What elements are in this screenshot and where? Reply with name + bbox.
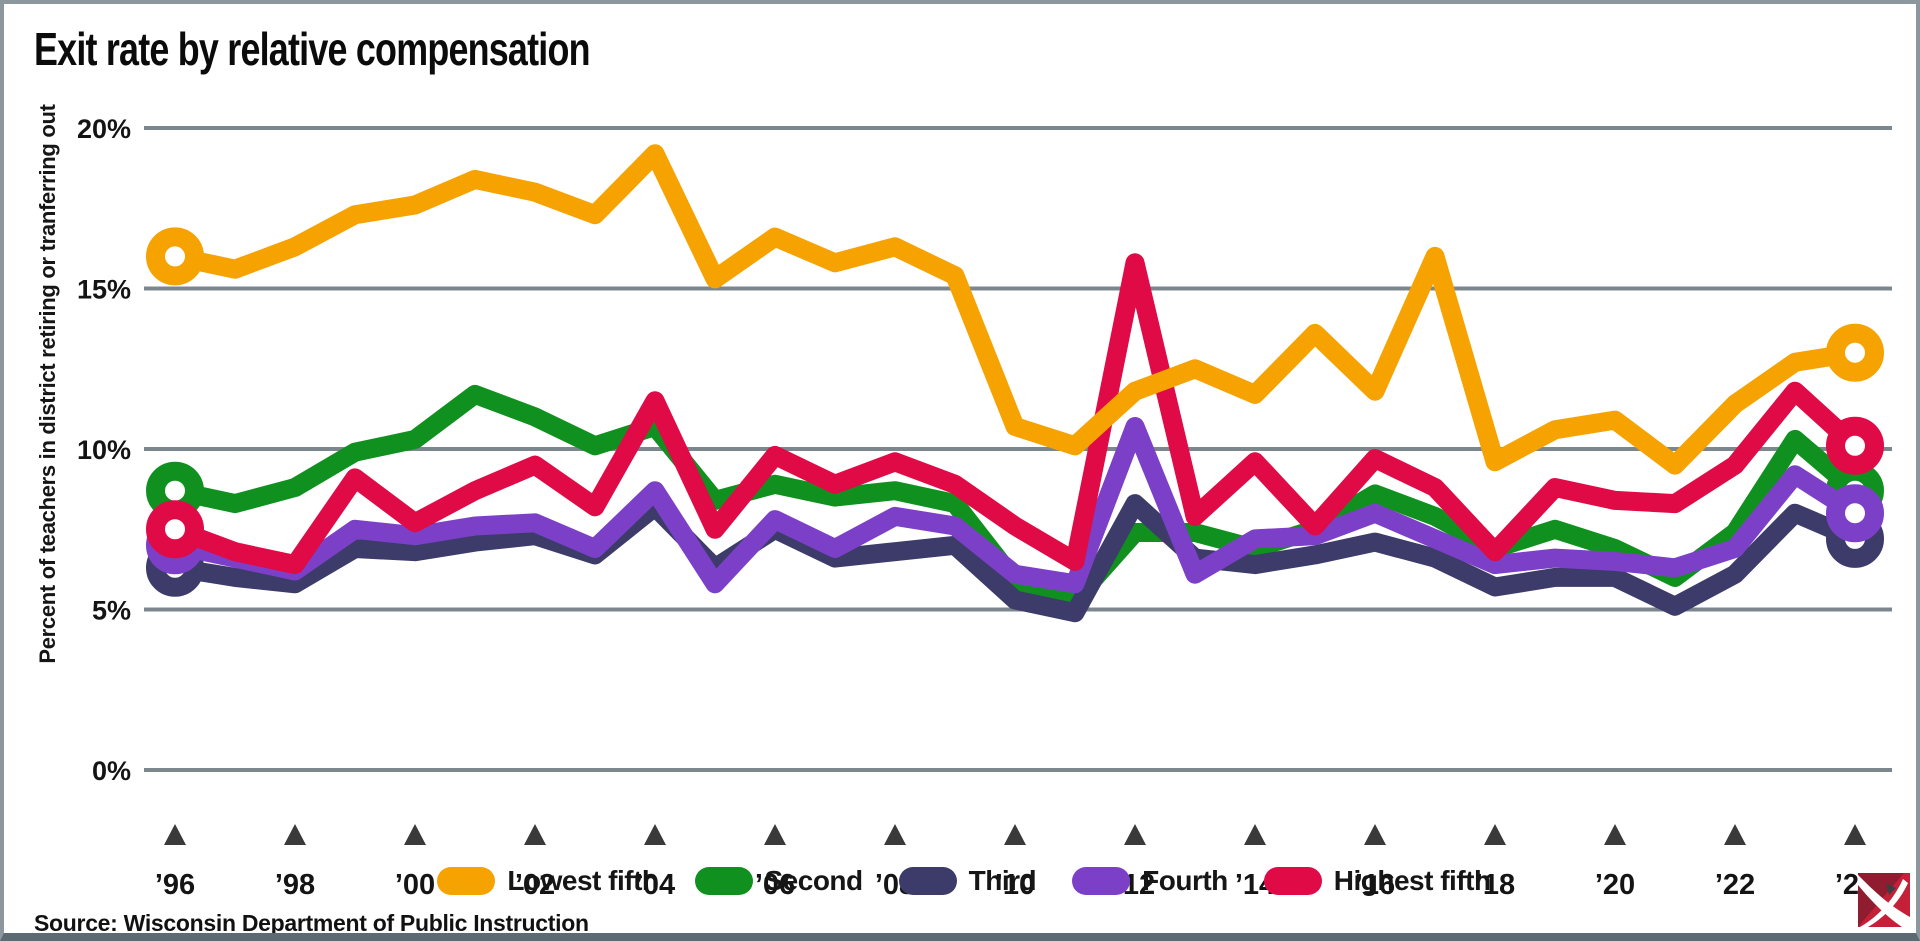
x-tick-label-18: ’18: [1475, 869, 1515, 901]
publisher-logo: [1858, 873, 1910, 927]
chart-title: Exit rate by relative compensation: [34, 23, 591, 75]
legend-item-third: Third: [898, 865, 1037, 897]
x-tick-label-16: ’16: [1355, 869, 1395, 901]
legend: Lowest fifth Second Third Fourth Highest fif…: [4, 858, 1916, 904]
x-tick-marker-22: [1724, 824, 1746, 845]
legend-label-third: Third: [968, 865, 1037, 896]
series-line-lowest-fifth: [173, 144, 1857, 475]
x-tick-marker-98: [284, 824, 306, 845]
logo-swoosh-thin: [1860, 879, 1908, 927]
legend-swatch-third: [898, 867, 957, 895]
legend-item-fourth: Fourth: [1072, 865, 1228, 897]
legend-item-second: Second: [694, 865, 864, 897]
x-tick-label-22: ’22: [1715, 869, 1755, 901]
y-tick-label-5%: 5%: [92, 596, 131, 626]
y-tick-label-10%: 10%: [77, 435, 131, 465]
series-endpoint-marker-highest-fifth-start: [146, 500, 204, 559]
x-tick-marker-06: [764, 824, 786, 845]
legend-label-fourth: Fourth: [1142, 865, 1228, 896]
x-tick-label-20: ’20: [1595, 869, 1635, 901]
line-chart: 0%5%10%15%20%’96’98’00’02’04’06’08’10’12…: [77, 114, 1892, 901]
x-tick-marker-18: [1484, 824, 1506, 845]
x-tick-marker-24: [1844, 824, 1866, 845]
legend-swatch-lowest-fifth: [437, 867, 496, 895]
series-line-highest-fifth: [171, 253, 1862, 575]
x-tick-label-10: ’10: [995, 869, 1035, 901]
x-tick-marker-12: [1124, 824, 1146, 845]
y-tick-label-0%: 0%: [92, 756, 131, 786]
x-tick-label-00: ’00: [395, 869, 435, 901]
legend-swatch-highest-fifth: [1263, 867, 1322, 895]
legend-swatch-second: [694, 867, 753, 895]
legend-label-lowest-fifth: Lowest fifth: [507, 865, 659, 896]
x-tick-marker-10: [1004, 824, 1026, 845]
x-tick-label-04: ’04: [635, 869, 675, 901]
x-tick-marker-04: [644, 824, 666, 845]
logo-pick-head: [1886, 883, 1896, 895]
series-endpoint-marker-fourth-end: [1826, 484, 1884, 543]
logo-swoosh: [1858, 875, 1910, 927]
y-tick-label-20%: 20%: [77, 114, 131, 144]
x-tick-label-06: ’06: [755, 869, 795, 901]
x-tick-marker-08: [884, 824, 906, 845]
series-line-third: [173, 494, 1859, 623]
x-tick-marker-14: [1244, 824, 1266, 845]
x-tick-label-98: ’98: [275, 869, 315, 901]
series-endpoint-marker-lowest-fifth-start: [146, 227, 204, 286]
legend-swatch-fourth: [1072, 867, 1131, 895]
series-endpoint-marker-highest-fifth-end: [1826, 416, 1884, 475]
legend-label-second: Second: [764, 865, 864, 896]
series-endpoint-marker-lowest-fifth-end: [1826, 323, 1884, 382]
x-tick-label-02: ’02: [515, 869, 555, 901]
x-tick-marker-96: [164, 824, 186, 845]
x-tick-marker-16: [1364, 824, 1386, 845]
source-note: Source: Wisconsin Department of Public I…: [34, 910, 589, 936]
series-line-fourth: [173, 417, 1861, 594]
x-tick-marker-02: [524, 824, 546, 845]
x-tick-marker-00: [404, 824, 426, 845]
y-tick-label-15%: 15%: [77, 275, 131, 305]
legend-item-highest-fifth: Highest fifth: [1263, 865, 1491, 897]
legend-item-lowest-fifth: Lowest fifth: [437, 865, 659, 897]
legend-label-highest-fifth: Highest fifth: [1333, 865, 1491, 896]
x-tick-label-96: ’96: [155, 869, 195, 901]
x-tick-marker-20: [1604, 824, 1626, 845]
